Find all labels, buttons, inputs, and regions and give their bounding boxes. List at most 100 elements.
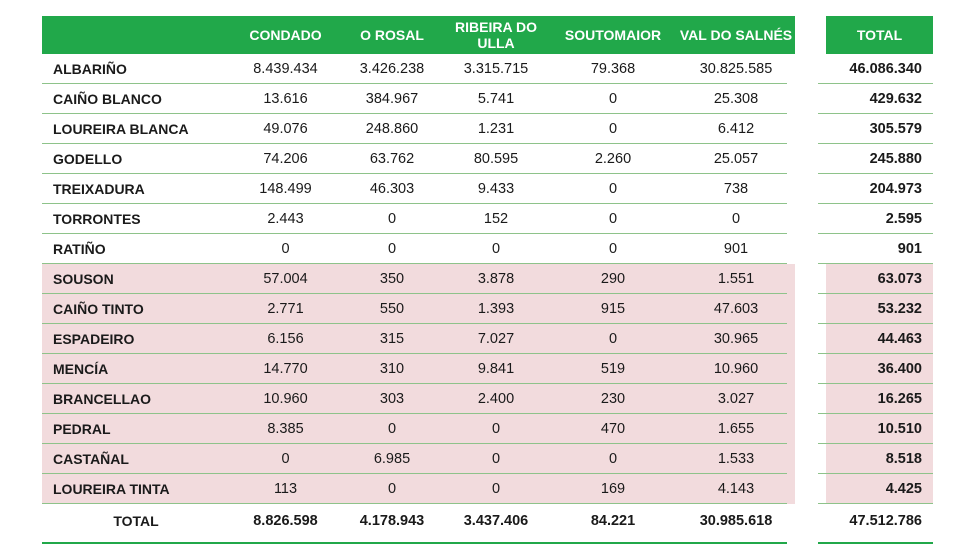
table-row: ESPADEIRO 6.156 315 7.027 0 30.965 44.463	[42, 324, 933, 354]
table-row: CAIÑO BLANCO 13.616 384.967 5.741 0 25.308 429…	[42, 84, 933, 114]
cell-o-rosal: 384.967	[365, 91, 419, 107]
table-row: CAIÑO TINTO 2.771 550 1.393 915 47.603 53.232	[42, 294, 933, 324]
row-total: 204.973	[869, 181, 922, 197]
cell-condado: 57.004	[263, 271, 308, 287]
row-rule	[818, 263, 933, 264]
row-rule	[818, 413, 933, 414]
table-row: SOUSON 57.004 350 3.878 290 1.551 63.073	[42, 264, 933, 294]
cell-ribeira-do-ulla: 5.741	[477, 91, 515, 107]
cell-val-do-salnes: 25.057	[713, 151, 759, 167]
cell-val-do-salnes: 738	[723, 181, 749, 197]
table-row: TORRONTES 2.443 0 152 0 0 2.595	[42, 204, 933, 234]
header-row: CONDADO O ROSAL RIBEIRA DO ULLA SOUTOMAI…	[42, 16, 933, 54]
cell-condado: 8.439.434	[253, 61, 318, 77]
table-body: ALBARIÑO 8.439.434 3.426.238 3.315.715 79.36…	[42, 54, 933, 504]
table-row: TREIXADURA 148.499 46.303 9.433 0 738 204.973	[42, 174, 933, 204]
column-gap	[795, 264, 826, 294]
row-total: 4.425	[885, 481, 922, 497]
row-rule	[42, 323, 787, 324]
column-gap	[795, 204, 826, 234]
cell-o-rosal: 0	[387, 481, 397, 497]
row-total: 10.510	[877, 421, 922, 437]
cell-ribeira-do-ulla: 3.878	[477, 271, 515, 287]
cell-o-rosal: 63.762	[369, 151, 415, 167]
row-total: 36.400	[877, 361, 922, 377]
cell-ribeira-do-ulla: 9.433	[477, 181, 515, 197]
cell-ribeira-do-ulla: 9.841	[477, 361, 515, 377]
variety-name: SOUSON	[53, 271, 114, 287]
cell-soutomaior: 470	[600, 421, 626, 437]
cell-val-do-salnes: 1.655	[717, 421, 755, 437]
cell-o-rosal: 303	[379, 391, 405, 407]
row-rule	[818, 293, 933, 294]
cell-condado: 2.771	[267, 301, 304, 317]
cell-ribeira-do-ulla: 3.315.715	[463, 61, 529, 77]
total-cell-val-do-salnes: 30.985.618	[699, 513, 773, 529]
cell-condado: 14.770	[263, 361, 308, 377]
cell-ribeira-do-ulla: 1.231	[477, 121, 515, 137]
table-row: RATIÑO 0 0 0 0 901 901	[42, 234, 933, 264]
row-rule	[42, 263, 787, 264]
table-row: LOUREIRA TINTA 113 0 0 169 4.143 4.425	[42, 474, 933, 504]
row-rule	[42, 353, 787, 354]
cell-soutomaior: 79.368	[590, 61, 636, 77]
table-row: GODELLO 74.206 63.762 80.595 2.260 25.057 245.…	[42, 144, 933, 174]
row-total: 46.086.340	[849, 61, 922, 77]
total-cell-ribeira-do-ulla: 3.437.406	[463, 513, 529, 529]
cell-condado: 2.443	[267, 211, 304, 227]
cell-soutomaior: 0	[608, 331, 618, 347]
row-rule	[42, 143, 787, 144]
cell-val-do-salnes: 47.603	[713, 301, 759, 317]
cell-val-do-salnes: 3.027	[717, 391, 755, 407]
cell-ribeira-do-ulla: 0	[491, 451, 501, 467]
cell-soutomaior: 0	[608, 181, 618, 197]
row-total: 53.232	[877, 301, 922, 317]
variety-name: GODELLO	[53, 151, 123, 167]
cell-condado: 6.156	[267, 331, 304, 347]
cell-ribeira-do-ulla: 1.393	[477, 301, 515, 317]
cell-condado: 74.206	[263, 151, 308, 167]
cell-soutomaior: 915	[600, 301, 626, 317]
row-total: 44.463	[877, 331, 922, 347]
cell-soutomaior: 290	[600, 271, 626, 287]
row-rule	[42, 203, 787, 204]
column-gap	[795, 384, 826, 414]
cell-val-do-salnes: 10.960	[713, 361, 759, 377]
row-rule	[42, 443, 787, 444]
row-total: 245.880	[869, 151, 922, 167]
column-gap	[795, 84, 826, 114]
grape-variety-table: CONDADO O ROSAL RIBEIRA DO ULLA SOUTOMAI…	[42, 16, 933, 544]
row-rule	[818, 383, 933, 384]
row-rule	[42, 473, 787, 474]
variety-name: BRANCELLAO	[53, 391, 151, 407]
cell-o-rosal: 310	[379, 361, 405, 377]
column-gap	[795, 16, 826, 54]
cell-o-rosal: 0	[387, 211, 397, 227]
cell-val-do-salnes: 901	[723, 241, 749, 257]
total-cell-o-rosal: 4.178.943	[359, 513, 425, 529]
row-total: 305.579	[869, 121, 922, 137]
row-rule	[818, 323, 933, 324]
variety-name: TREIXADURA	[53, 181, 145, 197]
row-rule	[818, 473, 933, 474]
cell-o-rosal: 3.426.238	[359, 61, 425, 77]
variety-name: MENCÍA	[53, 361, 109, 377]
table-row: BRANCELLAO 10.960 303 2.400 230 3.027 16.265	[42, 384, 933, 414]
row-rule	[818, 83, 933, 84]
cell-soutomaior: 519	[600, 361, 626, 377]
cell-condado: 148.499	[259, 181, 312, 197]
cell-condado: 13.616	[263, 91, 308, 107]
cell-val-do-salnes: 25.308	[713, 91, 759, 107]
row-rule	[42, 113, 787, 114]
column-gap	[795, 174, 826, 204]
cell-soutomaior: 0	[608, 451, 618, 467]
row-rule	[42, 413, 787, 414]
cell-o-rosal: 0	[387, 421, 397, 437]
cell-o-rosal: 0	[387, 241, 397, 257]
total-label: TOTAL	[113, 513, 159, 529]
row-rule	[818, 233, 933, 234]
cell-condado: 10.960	[263, 391, 308, 407]
cell-soutomaior: 2.260	[594, 151, 632, 167]
cell-condado: 0	[281, 451, 290, 467]
header-cell-condado: CONDADO	[249, 27, 322, 43]
